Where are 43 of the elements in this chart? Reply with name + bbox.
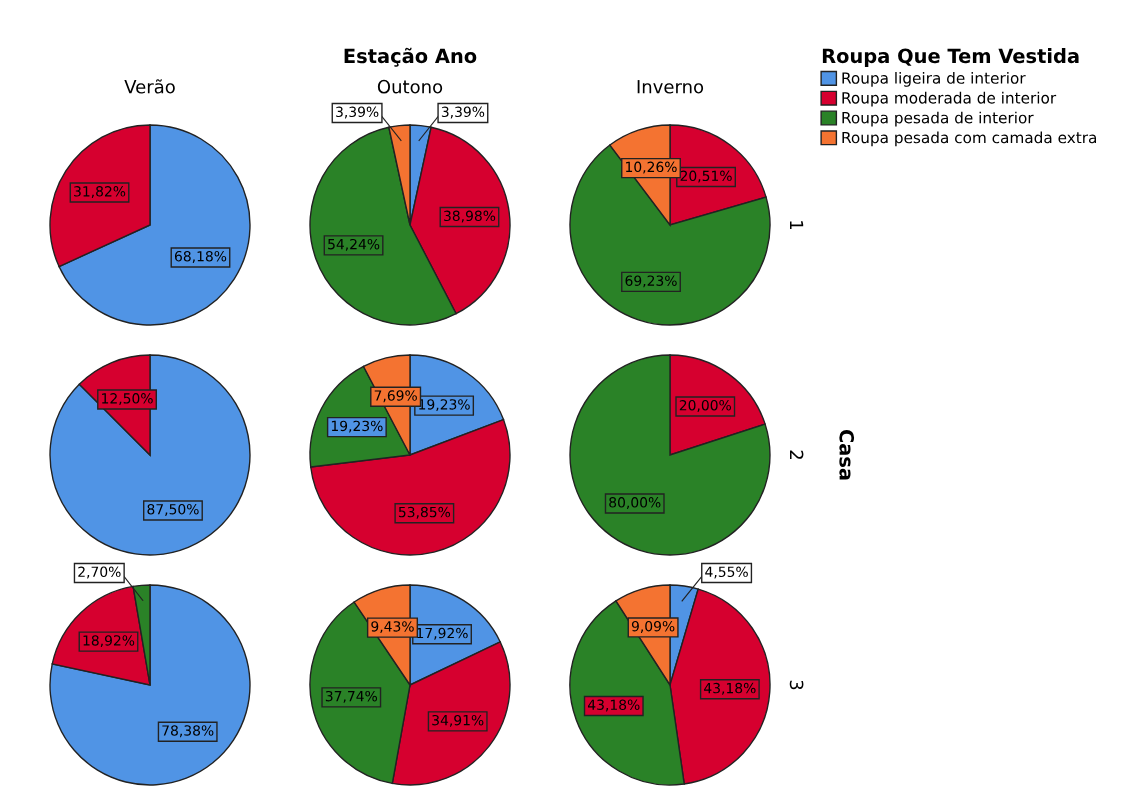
- data-label: 9,43%: [371, 621, 414, 634]
- data-label: 38,98%: [444, 210, 496, 223]
- data-label: 43,18%: [704, 682, 756, 695]
- text: Casa: [839, 429, 855, 480]
- data-label: 19,23%: [419, 399, 470, 412]
- data-label: 12,50%: [102, 393, 153, 406]
- chart-title: Verão: [124, 79, 175, 94]
- data-label: 19,23%: [331, 420, 383, 433]
- legend-title: Roupa Que Tem Vestida: [822, 48, 1079, 67]
- chart-title: Inverno: [637, 80, 704, 94]
- data-label: 69,23%: [625, 275, 677, 288]
- data-label: 3,39%: [441, 106, 485, 119]
- legend-label: Roupa moderada de interior: [842, 91, 1057, 107]
- data-label: 9,09%: [631, 620, 675, 633]
- legend-label: Roupa pesada com camada extra: [842, 131, 1097, 147]
- data-label: 87,50%: [147, 503, 199, 516]
- data-label: 4,55%: [705, 566, 748, 579]
- text: 1: [790, 221, 804, 230]
- data-label: 78,38%: [162, 725, 214, 738]
- data-label: 18,92%: [83, 635, 135, 648]
- data-label: 37,74%: [325, 690, 377, 703]
- data-label: 31,82%: [74, 186, 126, 199]
- text: Estação Ano: [344, 47, 477, 67]
- legend-label: Roupa ligeira de interior: [842, 71, 1026, 87]
- data-label: 20,51%: [680, 170, 732, 183]
- text: 2: [790, 450, 804, 459]
- data-label: 7,69%: [374, 390, 417, 403]
- data-label: 3,39%: [336, 106, 379, 119]
- text: 3: [789, 680, 804, 690]
- data-label: 10,26%: [626, 161, 677, 174]
- data-label: 20,00%: [679, 399, 731, 412]
- data-label: 43,18%: [587, 699, 640, 712]
- pie-slice: [49, 584, 251, 786]
- data-label: 2,70%: [78, 566, 121, 579]
- data-label: 34,91%: [432, 714, 484, 727]
- data-label: 68,18%: [174, 250, 227, 263]
- pie-slice: [569, 354, 771, 556]
- legend-label: Roupa pesada de interior: [842, 111, 1034, 127]
- data-label: 80,00%: [609, 497, 661, 509]
- data-label: 53,85%: [398, 506, 451, 519]
- chart-title: Outono: [377, 79, 443, 94]
- pie-slice: [49, 354, 251, 556]
- data-label: 54,24%: [328, 238, 380, 251]
